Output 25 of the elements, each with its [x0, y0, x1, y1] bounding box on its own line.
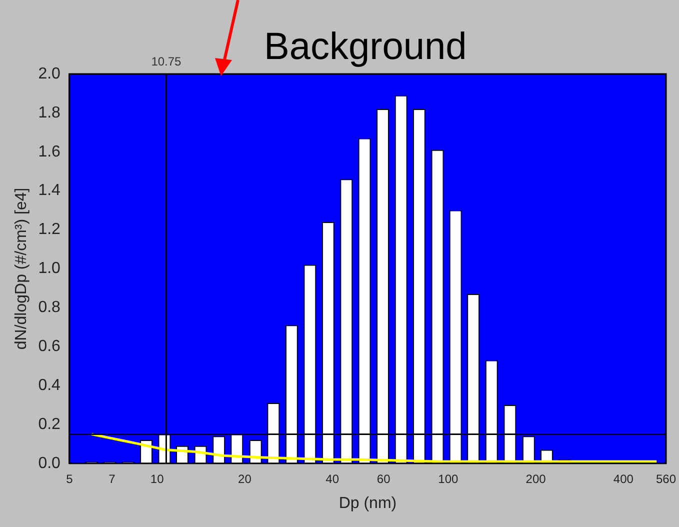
y-axis-title: dN/dlogDp (#/cm³) [e4] — [13, 188, 30, 350]
x-tick-label: 60 — [376, 472, 391, 486]
y-tick-label: 1.6 — [38, 143, 61, 160]
y-tick-label: 1.8 — [38, 104, 61, 122]
x-axis-title: Dp (nm) — [338, 494, 397, 512]
y-tick-label: 0.6 — [38, 338, 61, 355]
y-tick-label: 1.2 — [38, 221, 61, 238]
x-tick-label: 560 — [656, 472, 676, 486]
ref-line-label: 10.75 — [151, 54, 182, 68]
x-tick-label: 100 — [438, 472, 459, 486]
x-tick-label: 400 — [613, 472, 634, 486]
y-tick-label: 0.8 — [38, 299, 61, 316]
x-tick-label: 7 — [108, 472, 116, 486]
x-tick-label: 10 — [150, 472, 164, 486]
y-tick-label: 2.0 — [38, 65, 61, 82]
y-tick-label: 1.0 — [38, 260, 61, 278]
y-tick-label: 0.0 — [38, 454, 61, 472]
x-tick-label: 40 — [326, 472, 340, 486]
x-tick-label: 20 — [238, 472, 252, 486]
y-tick-label: 1.4 — [38, 182, 61, 200]
y-tick-label: 0.4 — [38, 376, 61, 394]
x-tick-label: 200 — [526, 472, 546, 486]
x-tick-label: 5 — [66, 472, 74, 486]
y-tick-label: 0.2 — [38, 416, 61, 433]
text: Background — [264, 26, 467, 69]
